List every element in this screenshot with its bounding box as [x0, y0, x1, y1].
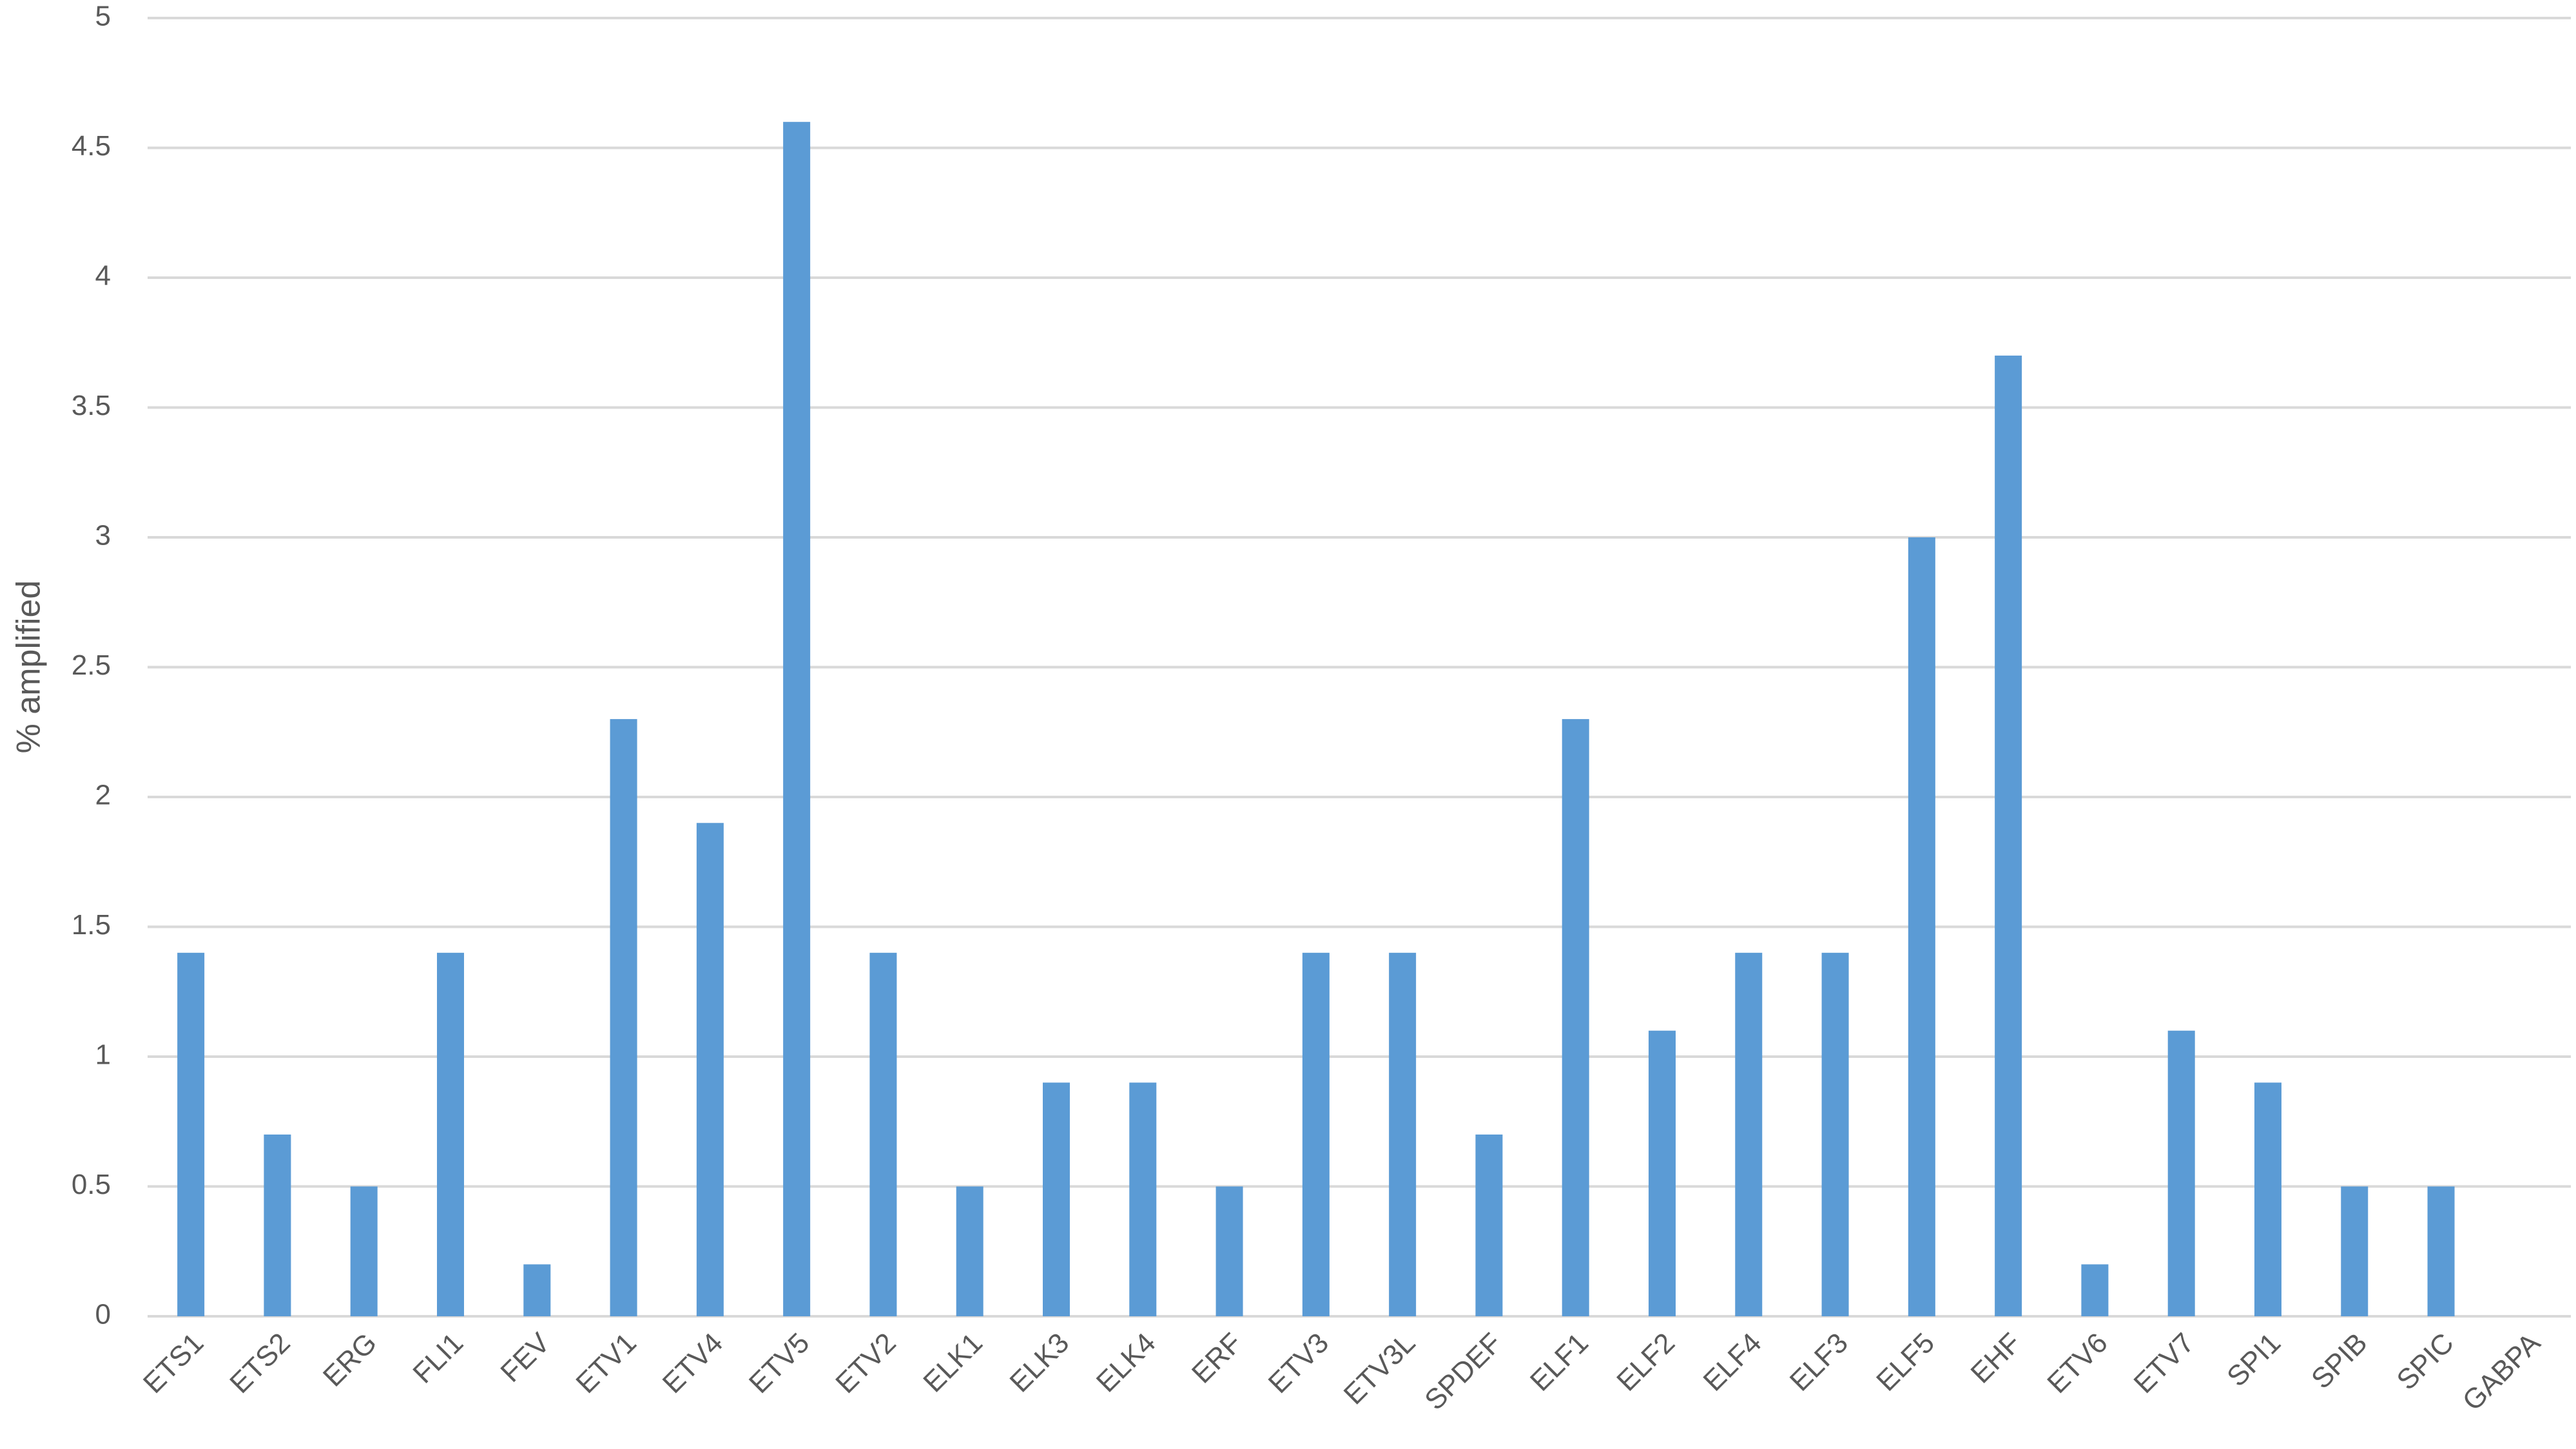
x-tick-label: ELF4 [1698, 1327, 1768, 1397]
x-tick-label: ETV1 [570, 1327, 642, 1399]
y-tick-label: 4 [95, 260, 111, 292]
y-tick-label: 1.5 [72, 909, 111, 941]
x-tick-label: FLI1 [407, 1327, 469, 1390]
x-tick-label: EHF [1965, 1327, 2028, 1390]
bar [1821, 952, 1849, 1316]
x-tick-label: ERG [317, 1327, 383, 1393]
bar [869, 952, 897, 1316]
bar [1562, 719, 1589, 1316]
x-tick-label: ELF1 [1524, 1327, 1594, 1397]
y-tick-label: 0.5 [72, 1169, 111, 1200]
x-tick-label: ERF [1186, 1327, 1248, 1390]
bar [956, 1186, 983, 1316]
bar [2341, 1186, 2368, 1316]
bar [1649, 1030, 1676, 1316]
x-tick-label: ETV3 [1263, 1327, 1335, 1399]
bar [437, 952, 464, 1316]
bar [1735, 952, 1763, 1316]
bar [1908, 537, 1935, 1316]
x-tick-label: GABPA [2457, 1327, 2547, 1417]
bar [264, 1134, 291, 1316]
x-tick-label: SPI1 [2221, 1327, 2287, 1393]
bar [696, 823, 724, 1316]
bar [2427, 1186, 2455, 1316]
y-tick-label: 3.5 [72, 390, 111, 421]
bar [1302, 952, 1330, 1316]
bar [523, 1264, 551, 1316]
x-tick-label: SPIB [2305, 1327, 2374, 1396]
x-tick-label: ETV2 [829, 1327, 902, 1399]
x-tick-label: ELF5 [1870, 1327, 1941, 1397]
bar [350, 1186, 378, 1316]
y-tick-label: 3 [95, 520, 111, 552]
y-tick-label: 1 [95, 1039, 111, 1071]
x-tick-label: SPIC [2391, 1327, 2460, 1396]
x-tick-label: ELK4 [1090, 1327, 1162, 1399]
x-tick-label: SPDEF [1419, 1327, 1507, 1416]
x-tick-label: ELK3 [1004, 1327, 1076, 1399]
bar [1475, 1134, 1503, 1316]
y-tick-label: 4.5 [72, 130, 111, 162]
bar [1043, 1082, 1070, 1316]
bar [1995, 355, 2022, 1316]
bar [2081, 1264, 2109, 1316]
x-tick-label: ETS2 [224, 1327, 296, 1399]
bar [610, 719, 637, 1316]
bar [783, 122, 811, 1317]
x-tick-label: ETV6 [2041, 1327, 2113, 1399]
y-tick-label: 2 [95, 780, 111, 811]
x-tick-label: ETS1 [137, 1327, 209, 1399]
x-tick-label: ETV4 [657, 1327, 729, 1399]
y-tick-label: 2.5 [72, 649, 111, 681]
y-tick-label: 5 [95, 1, 111, 32]
bar [2254, 1082, 2281, 1316]
y-tick-label: 0 [95, 1299, 111, 1330]
bar [1389, 952, 1417, 1316]
bar [177, 952, 205, 1316]
x-tick-label: ELK1 [917, 1327, 989, 1399]
bar [1215, 1186, 1243, 1316]
bar [1129, 1082, 1157, 1316]
x-tick-label: ETV3L [1338, 1327, 1422, 1411]
x-tick-label: ETV5 [743, 1327, 815, 1399]
x-tick-label: ELF3 [1784, 1327, 1854, 1397]
x-tick-label: ETV7 [2128, 1327, 2200, 1399]
y-axis-title: % amplified [10, 581, 48, 754]
x-tick-label: ELF2 [1611, 1327, 1681, 1397]
x-tick-label: FEV [494, 1327, 556, 1388]
bar [2167, 1030, 2195, 1316]
